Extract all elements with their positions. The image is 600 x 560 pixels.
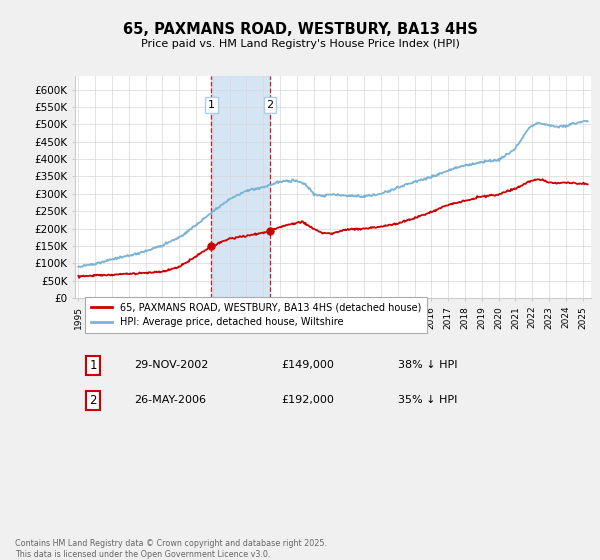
Text: Contains HM Land Registry data © Crown copyright and database right 2025.
This d: Contains HM Land Registry data © Crown c… <box>15 539 327 559</box>
Text: 2: 2 <box>89 394 97 407</box>
Text: 1: 1 <box>89 359 97 372</box>
Text: 29-NOV-2002: 29-NOV-2002 <box>134 361 209 371</box>
Text: 35% ↓ HPI: 35% ↓ HPI <box>398 395 457 405</box>
Bar <box>211 76 270 298</box>
Text: Price paid vs. HM Land Registry's House Price Index (HPI): Price paid vs. HM Land Registry's House … <box>140 39 460 49</box>
Legend: 65, PAXMANS ROAD, WESTBURY, BA13 4HS (detached house), HPI: Average price, detac: 65, PAXMANS ROAD, WESTBURY, BA13 4HS (de… <box>85 297 427 333</box>
Text: £149,000: £149,000 <box>281 361 334 371</box>
Text: 65, PAXMANS ROAD, WESTBURY, BA13 4HS: 65, PAXMANS ROAD, WESTBURY, BA13 4HS <box>122 22 478 38</box>
Text: 26-MAY-2006: 26-MAY-2006 <box>134 395 206 405</box>
Text: 2: 2 <box>266 100 274 110</box>
Text: £192,000: £192,000 <box>281 395 334 405</box>
Text: 38% ↓ HPI: 38% ↓ HPI <box>398 361 457 371</box>
Text: 1: 1 <box>208 100 215 110</box>
